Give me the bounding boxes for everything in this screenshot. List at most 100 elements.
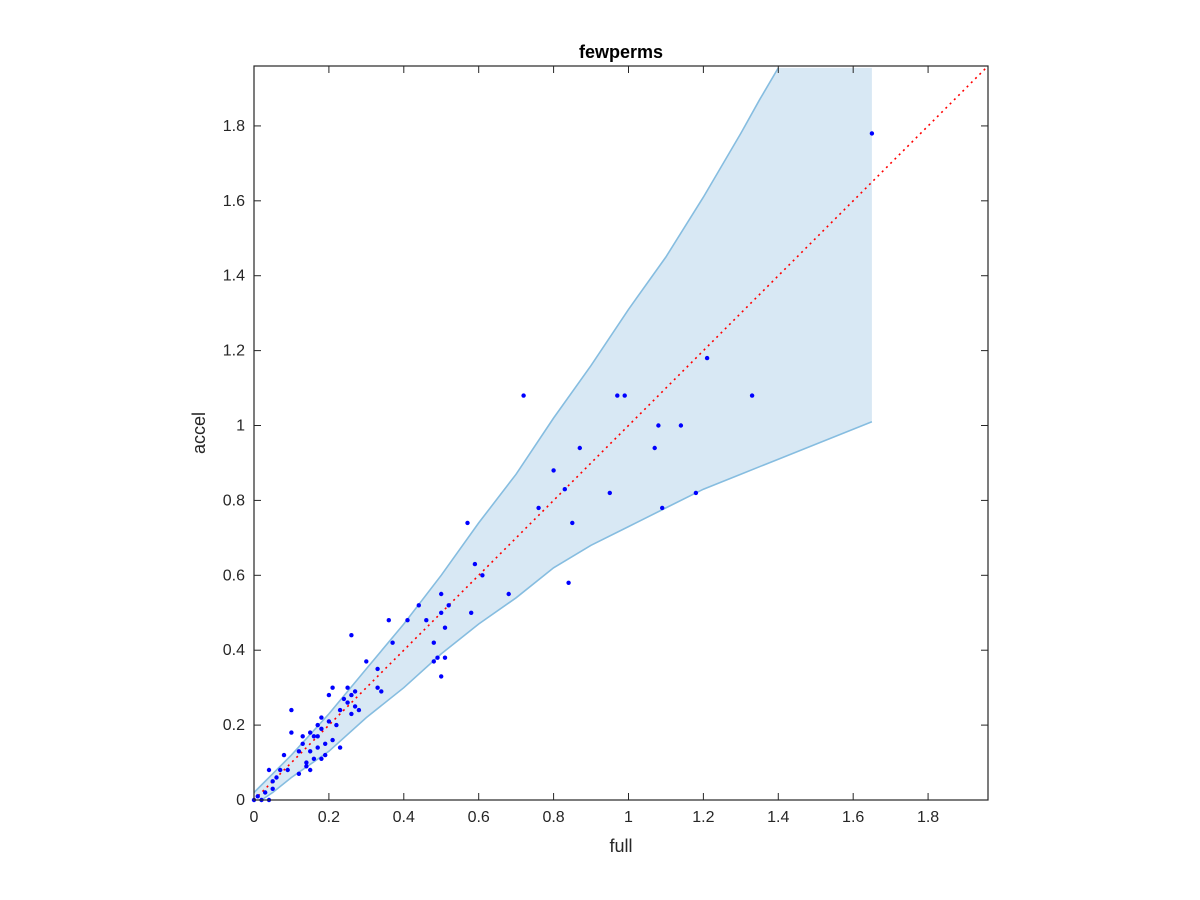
scatter-point bbox=[255, 794, 260, 799]
scatter-point bbox=[315, 734, 320, 739]
scatter-point bbox=[352, 689, 358, 694]
x-axis-label: full bbox=[609, 836, 632, 856]
scatter-point bbox=[330, 685, 335, 690]
scatter-point bbox=[439, 674, 444, 679]
scatter-point bbox=[439, 610, 444, 615]
scatter-point bbox=[622, 393, 627, 398]
scatter-point bbox=[480, 573, 485, 578]
scatter-point bbox=[300, 734, 305, 739]
scatter-point bbox=[431, 640, 436, 645]
scatter-point bbox=[266, 767, 272, 773]
y-tick-label: 1 bbox=[236, 418, 245, 435]
x-tick-label: 0.6 bbox=[468, 809, 490, 826]
scatter-point bbox=[435, 655, 440, 660]
scatter-point bbox=[364, 659, 369, 664]
x-tick-label: 1.6 bbox=[842, 809, 864, 826]
x-tick-label: 1 bbox=[624, 809, 633, 826]
scatter-point bbox=[352, 704, 358, 709]
scatter-point bbox=[319, 756, 324, 761]
scatter-point bbox=[446, 603, 451, 608]
x-tick-label: 1.8 bbox=[917, 809, 939, 826]
y-tick-label: 0.2 bbox=[223, 717, 245, 734]
scatter-point bbox=[869, 131, 875, 136]
scatter-point bbox=[349, 692, 354, 698]
scatter-point bbox=[270, 786, 275, 791]
scatter-point bbox=[678, 423, 684, 428]
scatter-point bbox=[405, 618, 410, 623]
scatter-point bbox=[304, 760, 309, 765]
scatter-point bbox=[326, 719, 332, 724]
scatter-point bbox=[274, 775, 279, 780]
scatter-point bbox=[296, 771, 302, 776]
scatter-point bbox=[386, 618, 391, 623]
scatter-point bbox=[390, 640, 395, 645]
scatter-point bbox=[660, 505, 665, 511]
y-tick-label: 1.8 bbox=[223, 118, 245, 135]
y-axis-label: accel bbox=[189, 412, 209, 454]
scatter-point bbox=[289, 707, 294, 713]
chart-title: fewperms bbox=[579, 42, 663, 62]
scatter-point bbox=[566, 580, 571, 585]
scatter-point bbox=[323, 752, 328, 758]
scatter-point bbox=[349, 711, 354, 717]
scatter-point bbox=[263, 790, 268, 795]
scatter-point bbox=[356, 707, 362, 713]
scatter-point bbox=[270, 779, 275, 784]
scatter-point bbox=[319, 726, 324, 731]
scatter-point bbox=[300, 741, 305, 746]
scatter-point bbox=[308, 730, 313, 735]
scatter-point bbox=[570, 520, 575, 526]
scatter-point bbox=[319, 715, 324, 720]
scatter-point bbox=[551, 468, 556, 473]
scatter-point bbox=[337, 707, 343, 713]
scatter-point bbox=[304, 764, 309, 769]
identity-reference-line bbox=[253, 65, 989, 801]
y-tick-label: 1.4 bbox=[223, 268, 245, 285]
scatter-point bbox=[349, 633, 354, 638]
y-tick-label: 0.8 bbox=[223, 492, 245, 509]
scatter-point bbox=[315, 745, 320, 750]
scatter-point bbox=[431, 659, 436, 664]
axis-ticks: 0 0.2 0.4 0.6 0.8 1 1.2 1.4 1.6 1.8 0 0.2 0.4 0.6 0.8 1… bbox=[223, 66, 988, 826]
scatter-point bbox=[285, 767, 290, 773]
scatter-point bbox=[311, 734, 317, 739]
scatter-point bbox=[562, 487, 567, 492]
scatter-point bbox=[315, 722, 320, 728]
scatter-point bbox=[308, 749, 313, 754]
x-tick-label: 1.4 bbox=[767, 809, 789, 826]
band-upper-edge bbox=[253, 67, 779, 794]
scatter-point bbox=[472, 561, 478, 567]
scatter-point bbox=[442, 655, 448, 660]
scatter-point bbox=[416, 603, 421, 608]
y-tick-label: 1.6 bbox=[223, 193, 245, 210]
y-tick-label: 0 bbox=[236, 792, 245, 809]
scatter-point bbox=[345, 685, 350, 690]
scatter-point bbox=[379, 689, 384, 694]
scatter-points bbox=[251, 131, 875, 803]
scatter-point bbox=[281, 752, 287, 758]
scatter-point bbox=[308, 767, 313, 773]
scatter-point bbox=[469, 610, 474, 615]
scatter-point bbox=[521, 393, 526, 398]
scatter-point bbox=[704, 355, 710, 361]
y-tick-label: 1.2 bbox=[223, 343, 245, 360]
x-tick-label: 0.8 bbox=[542, 809, 564, 826]
x-tick-label: 0 bbox=[250, 809, 259, 826]
scatter-point bbox=[536, 505, 541, 511]
scatter-point bbox=[296, 749, 302, 754]
scatter-point bbox=[345, 700, 350, 705]
x-tick-label: 1.2 bbox=[692, 809, 714, 826]
scatter-point bbox=[289, 730, 294, 735]
scatter-point bbox=[311, 756, 317, 761]
scatter-point bbox=[693, 490, 699, 496]
scatter-point bbox=[652, 445, 657, 451]
scatter-point bbox=[439, 591, 444, 597]
scatter-point bbox=[442, 625, 448, 630]
x-tick-label: 0.4 bbox=[393, 809, 415, 826]
scatter-point bbox=[506, 591, 511, 597]
scatter-point bbox=[375, 666, 380, 672]
scatter-point bbox=[375, 685, 380, 690]
scatter-point bbox=[278, 767, 283, 773]
scatter-point bbox=[615, 393, 620, 398]
scatter-point bbox=[577, 445, 582, 451]
